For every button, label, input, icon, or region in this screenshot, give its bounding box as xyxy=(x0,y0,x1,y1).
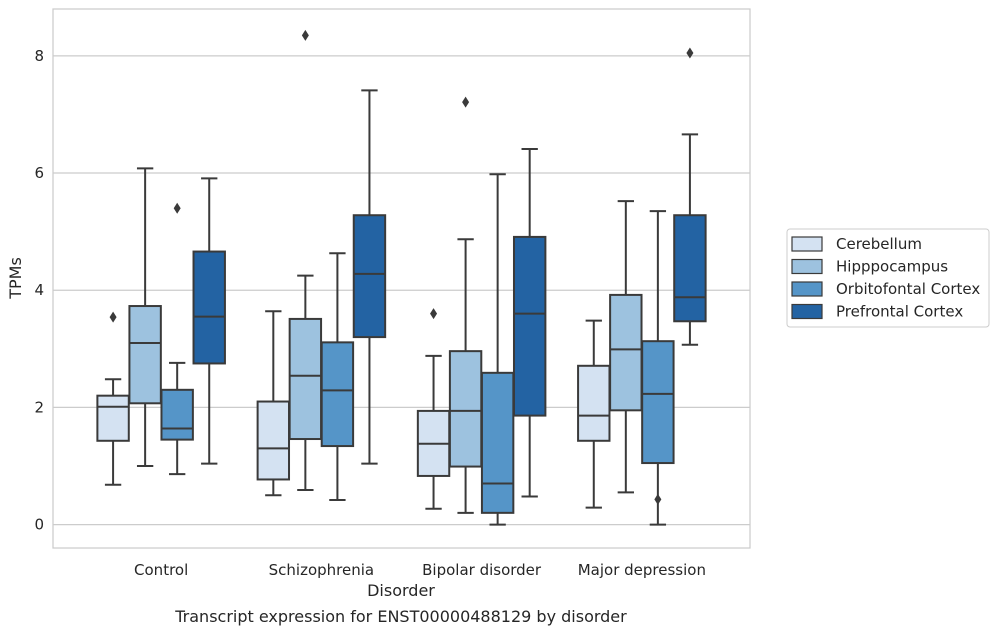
box-orbitofontal-cortex-control xyxy=(160,202,194,476)
iqr-box xyxy=(609,293,643,412)
iqr-box xyxy=(288,317,323,441)
x-tick-label-schizophrenia: Schizophrenia xyxy=(269,561,374,579)
x-axis-title: Disorder xyxy=(367,581,435,600)
iqr-box xyxy=(512,235,547,417)
legend-label-prefrontal-cortex: Prefrontal Cortex xyxy=(836,303,963,321)
y-tick-label: 2 xyxy=(34,398,44,416)
legend-label-hipppocampus: Hipppocampus xyxy=(836,258,948,276)
box-prefrontal-cortex-major-depression xyxy=(673,47,707,346)
legend-frame xyxy=(786,228,990,328)
iqr-box xyxy=(320,341,355,448)
legend-swatch-cerebellum xyxy=(791,236,823,252)
iqr-box xyxy=(160,388,194,441)
y-axis-ticks: 0 2 4 6 8 xyxy=(34,47,44,534)
box-orbitofontal-cortex-major-depression xyxy=(641,210,675,526)
x-axis-ticks: Control Schizophrenia Bipolar disorder Majo… xyxy=(134,561,706,579)
iqr-box xyxy=(96,394,130,442)
box-prefrontal-cortex-control xyxy=(192,177,226,465)
iqr-box xyxy=(480,371,515,514)
y-tick-label: 8 xyxy=(34,47,44,65)
iqr-box xyxy=(448,350,483,468)
y-axis-title: TPMs xyxy=(6,257,25,300)
y-tick-label: 0 xyxy=(34,516,44,534)
box-hipppocampus-control xyxy=(128,167,162,467)
iqr-box xyxy=(673,214,707,323)
plot-background xyxy=(53,9,750,548)
figure-caption: Transcript expression for ENST0000048812… xyxy=(174,607,627,626)
x-tick-label-control: Control xyxy=(134,561,188,579)
legend-swatch-orbitofontal-cortex xyxy=(791,281,823,297)
iqr-box xyxy=(192,250,226,365)
iqr-box xyxy=(352,214,387,339)
legend-swatch-hipppocampus xyxy=(791,258,823,275)
box-groups xyxy=(96,29,707,526)
outlier-point xyxy=(430,308,438,320)
box-orbitofontal-cortex-schizophrenia xyxy=(320,252,355,501)
outlier-point xyxy=(462,96,470,108)
box-hipppocampus-bipolar-disorder xyxy=(448,96,483,514)
y-tick-label: 6 xyxy=(34,164,44,182)
plot-frame xyxy=(52,8,751,549)
box-cerebellum-major-depression xyxy=(577,319,611,509)
iqr-box xyxy=(641,340,675,465)
outlier-point xyxy=(654,493,662,505)
legend: Cerebellum Hipppocampus Orbitofontal Corte… xyxy=(786,228,990,328)
legend-swatch-prefrontal-cortex xyxy=(791,303,823,320)
iqr-box xyxy=(128,305,162,405)
legend-label-cerebellum: Cerebellum xyxy=(836,235,922,253)
iqr-box xyxy=(256,400,291,481)
box-orbitofontal-cortex-bipolar-disorder xyxy=(480,173,515,526)
outlier-point xyxy=(686,47,694,59)
x-tick-label-bipolar-disorder: Bipolar disorder xyxy=(422,561,542,579)
outlier-point xyxy=(109,311,117,323)
outlier-point xyxy=(301,29,309,41)
box-cerebellum-bipolar-disorder xyxy=(416,308,451,510)
box-cerebellum-control xyxy=(96,311,130,486)
box-prefrontal-cortex-schizophrenia xyxy=(352,89,387,465)
box-cerebellum-schizophrenia xyxy=(256,310,291,497)
x-tick-label-major-depression: Major depression xyxy=(578,561,706,579)
box-hipppocampus-schizophrenia xyxy=(288,29,323,491)
box-hipppocampus-major-depression xyxy=(609,200,643,494)
y-tick-label: 4 xyxy=(34,281,44,299)
outlier-point xyxy=(173,202,181,214)
iqr-box xyxy=(577,364,611,442)
box-prefrontal-cortex-bipolar-disorder xyxy=(512,148,547,498)
legend-label-orbitofontal-cortex: Orbitofontal Cortex xyxy=(836,280,980,298)
